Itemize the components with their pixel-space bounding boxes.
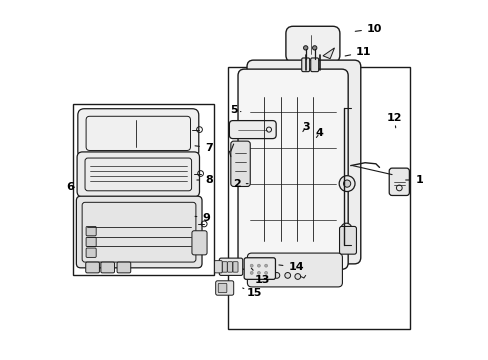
Text: 11: 11 [345,47,371,57]
Circle shape [294,274,300,279]
Circle shape [284,273,290,278]
FancyBboxPatch shape [238,69,347,269]
FancyBboxPatch shape [101,262,114,273]
Text: 7: 7 [195,143,212,153]
FancyBboxPatch shape [246,60,360,264]
Circle shape [273,273,279,278]
Circle shape [264,264,267,267]
Bar [228,67,409,329]
Polygon shape [322,48,334,59]
Text: 4: 4 [315,128,323,138]
FancyBboxPatch shape [192,231,206,255]
Circle shape [343,180,350,187]
Circle shape [250,271,253,274]
FancyBboxPatch shape [86,237,96,247]
FancyBboxPatch shape [215,281,233,295]
Text: 10: 10 [354,24,382,34]
Circle shape [257,271,260,274]
FancyBboxPatch shape [219,258,242,275]
Text: 14: 14 [278,262,304,272]
FancyBboxPatch shape [77,152,199,197]
Text: 2: 2 [232,179,247,189]
Circle shape [264,271,267,274]
FancyBboxPatch shape [310,58,318,72]
Circle shape [339,176,354,192]
FancyBboxPatch shape [218,283,226,293]
FancyBboxPatch shape [285,26,339,62]
FancyBboxPatch shape [76,196,202,268]
FancyBboxPatch shape [78,109,199,158]
FancyBboxPatch shape [244,258,275,279]
Text: 15: 15 [242,288,262,298]
FancyBboxPatch shape [229,121,276,139]
FancyBboxPatch shape [230,141,250,186]
Circle shape [257,264,260,267]
FancyBboxPatch shape [86,226,96,236]
Circle shape [312,46,316,50]
FancyBboxPatch shape [232,262,238,272]
Text: 6: 6 [66,182,75,192]
FancyBboxPatch shape [214,261,222,273]
Circle shape [250,264,253,267]
FancyBboxPatch shape [227,262,232,272]
Circle shape [263,273,268,278]
FancyBboxPatch shape [247,253,342,287]
FancyBboxPatch shape [339,226,356,254]
FancyBboxPatch shape [86,248,96,257]
Text: 8: 8 [197,175,212,185]
Text: 3: 3 [302,122,309,132]
Text: 5: 5 [230,105,241,115]
Text: 9: 9 [195,213,210,223]
FancyBboxPatch shape [301,58,309,72]
Bar [73,104,213,275]
Text: 12: 12 [386,113,401,128]
Circle shape [303,46,307,50]
FancyBboxPatch shape [388,168,408,195]
Circle shape [340,223,351,234]
FancyBboxPatch shape [222,262,227,272]
FancyBboxPatch shape [117,262,130,273]
FancyBboxPatch shape [85,262,99,273]
Text: 13: 13 [251,268,269,285]
Text: 1: 1 [405,175,423,185]
